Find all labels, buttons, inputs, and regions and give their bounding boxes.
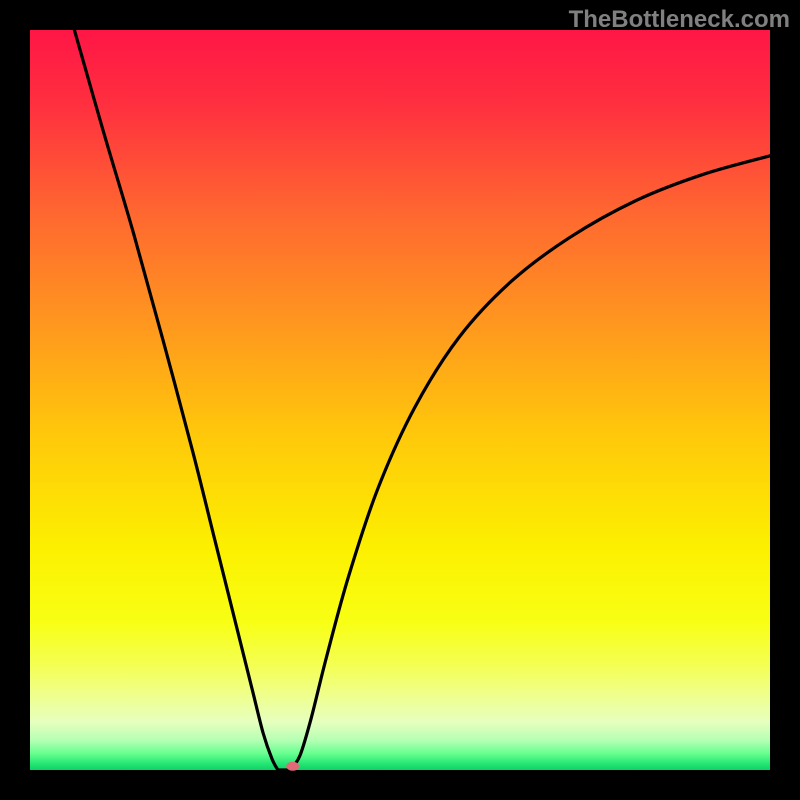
optimal-point-marker [287,762,299,770]
watermark-text: TheBottleneck.com [569,6,790,34]
chart-container: TheBottleneck.com [0,0,800,800]
bottleneck-chart [0,0,800,800]
plot-background [30,30,770,770]
